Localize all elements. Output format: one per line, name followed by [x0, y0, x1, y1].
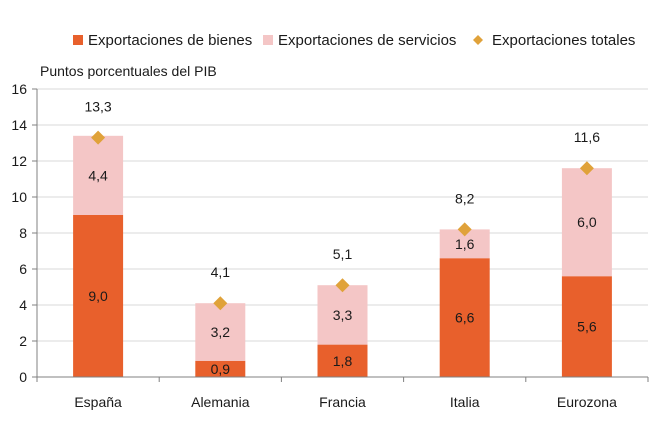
bar-services	[561, 168, 612, 277]
marker-total	[213, 296, 228, 311]
y-tick-label: 10	[11, 189, 27, 205]
label-services: 6,0	[577, 214, 597, 230]
data-labels: 9,0 4,4 13,3 0,9 3,2 4,1 1,8 3,3 5,1 6,6 1,6 8,2 5,6…	[84, 99, 600, 377]
bar-services	[195, 303, 246, 361]
marker-total	[457, 222, 472, 237]
label-services: 3,2	[211, 324, 231, 340]
label-goods: 1,8	[333, 353, 353, 369]
y-tick-label: 4	[19, 297, 27, 313]
bar-goods	[439, 258, 490, 377]
marker-total	[91, 130, 106, 145]
bar-goods	[195, 360, 246, 377]
legend-label: Exportaciones de servicios	[278, 32, 456, 49]
label-services: 1,6	[455, 236, 475, 252]
label-total: 4,1	[211, 264, 231, 280]
legend: Exportaciones de bienes Exportaciones de …	[73, 32, 635, 49]
legend-swatch	[263, 35, 273, 45]
label-total: 13,3	[84, 99, 111, 115]
y-tick-label: 2	[19, 333, 27, 349]
bar-services	[317, 285, 368, 345]
x-category-label: Francia	[319, 394, 366, 410]
marker-total	[335, 278, 350, 293]
y-tick-label: 6	[19, 261, 27, 277]
label-total: 11,6	[574, 129, 600, 145]
bars	[73, 135, 612, 377]
y-tick-label: 16	[11, 81, 27, 97]
label-services: 4,4	[88, 167, 108, 183]
y-tick-label: 8	[19, 225, 27, 241]
bar-goods	[73, 215, 124, 377]
marker-total	[579, 161, 594, 176]
label-goods: 5,6	[577, 319, 597, 335]
y-tick-label: 0	[19, 369, 27, 385]
label-goods: 6,6	[455, 310, 475, 326]
axes: 0 2 4 6 8 10 12 14 16 España Alemania Francia Italia…	[11, 81, 649, 410]
y-tick-label: 12	[11, 153, 27, 169]
bar-goods	[561, 276, 612, 377]
legend-label: Exportaciones totales	[492, 32, 635, 49]
bar-services	[73, 135, 124, 215]
legend-label: Exportaciones de bienes	[88, 32, 252, 49]
x-category-label: España	[74, 394, 122, 410]
y-axis-label: Puntos porcentuales del PIB	[40, 63, 217, 79]
x-category-label: Eurozona	[557, 394, 617, 410]
label-total: 8,2	[455, 190, 475, 206]
y-tick-label: 14	[11, 117, 27, 133]
x-category-label: Alemania	[191, 394, 250, 410]
label-goods: 0,9	[211, 361, 231, 377]
label-goods: 9,0	[88, 288, 108, 304]
legend-swatch	[73, 35, 83, 45]
x-category-label: Italia	[450, 394, 480, 410]
legend-swatch-total	[473, 35, 483, 45]
label-total: 5,1	[333, 246, 353, 262]
grid	[37, 88, 648, 342]
bar-goods	[317, 344, 368, 377]
label-services: 3,3	[333, 307, 353, 323]
